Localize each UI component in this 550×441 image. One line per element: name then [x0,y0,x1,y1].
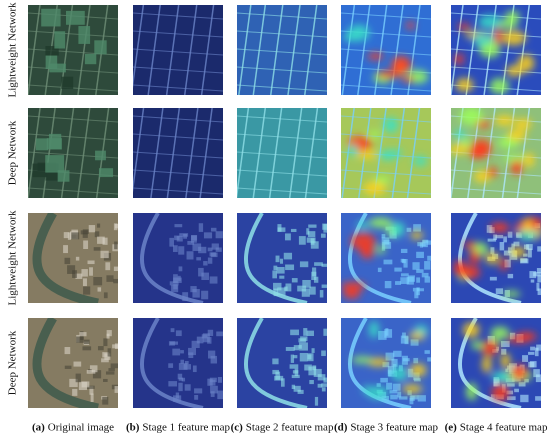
row-label: Deep Network [7,330,19,395]
image-panel [451,108,541,198]
image-panel [451,5,541,95]
row-label: Deep Network [7,120,19,185]
image-panel [341,318,431,408]
image-panel [133,108,223,198]
image-panel [451,213,541,303]
image-panel [28,108,118,198]
image-panel [28,318,118,408]
image-panel [451,318,541,408]
image-panel [237,318,327,408]
image-panel [237,108,327,198]
caption-letter: (e) [445,422,458,434]
row-label: Lightweight Network [7,2,19,98]
image-panel [133,5,223,95]
image-panel [237,5,327,95]
caption-letter: (a) [32,422,45,434]
image-panel [237,213,327,303]
caption: Stage 1 feature map [142,422,230,434]
caption: Stage 3 feature map [350,422,438,434]
row-label: Lightweight Network [7,210,19,306]
image-panel [28,5,118,95]
caption-letter: (c) [231,422,244,434]
caption: Original image [48,422,114,434]
image-panel [28,213,118,303]
caption-letter: (b) [126,422,140,434]
image-panel [341,213,431,303]
image-panel [133,213,223,303]
caption-letter: (d) [334,422,348,434]
caption: Stage 4 feature map [460,422,548,434]
image-panel [341,108,431,198]
image-panel [341,5,431,95]
caption: Stage 2 feature map [246,422,334,434]
image-panel [133,318,223,408]
